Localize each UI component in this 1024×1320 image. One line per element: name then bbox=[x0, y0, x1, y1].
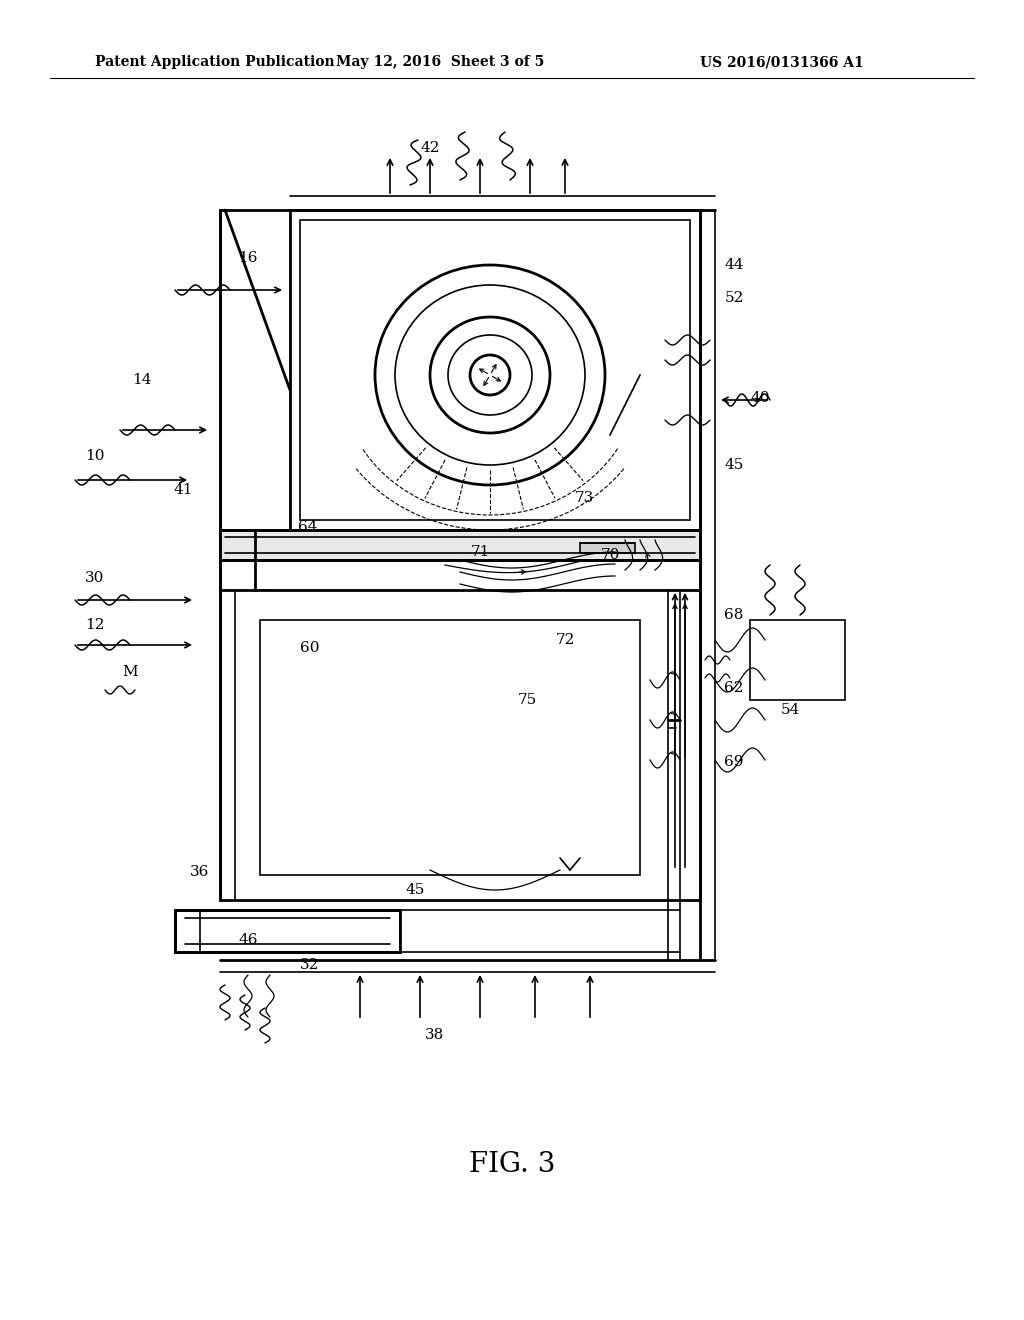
Text: US 2016/0131366 A1: US 2016/0131366 A1 bbox=[700, 55, 864, 69]
Text: 71: 71 bbox=[470, 545, 489, 558]
Bar bbox=[290, 210, 700, 531]
Bar bbox=[220, 590, 700, 900]
Text: 40: 40 bbox=[751, 391, 770, 405]
Bar bbox=[220, 531, 700, 560]
Text: 62: 62 bbox=[724, 681, 743, 696]
Text: 52: 52 bbox=[724, 290, 743, 305]
Text: 10: 10 bbox=[85, 449, 104, 463]
Text: May 12, 2016  Sheet 3 of 5: May 12, 2016 Sheet 3 of 5 bbox=[336, 55, 544, 69]
Text: 68: 68 bbox=[724, 609, 743, 622]
Text: 75: 75 bbox=[517, 693, 537, 708]
Text: 60: 60 bbox=[300, 642, 319, 655]
Text: 36: 36 bbox=[190, 865, 210, 879]
Text: Patent Application Publication: Patent Application Publication bbox=[95, 55, 335, 69]
Bar bbox=[750, 620, 845, 700]
Text: 54: 54 bbox=[780, 704, 800, 717]
Text: 41: 41 bbox=[173, 483, 193, 498]
Text: 16: 16 bbox=[239, 251, 258, 265]
Bar bbox=[300, 220, 690, 520]
Text: M: M bbox=[122, 665, 138, 678]
Text: FIG. 3: FIG. 3 bbox=[469, 1151, 555, 1179]
Text: 42: 42 bbox=[420, 141, 439, 154]
Text: 44: 44 bbox=[724, 257, 743, 272]
Text: 14: 14 bbox=[132, 374, 152, 387]
Text: 72: 72 bbox=[555, 634, 574, 647]
Text: 46: 46 bbox=[239, 933, 258, 946]
Bar bbox=[175, 909, 400, 952]
Text: 32: 32 bbox=[300, 958, 319, 972]
Text: 64: 64 bbox=[298, 520, 317, 535]
Bar bbox=[260, 620, 640, 875]
Text: 73: 73 bbox=[574, 491, 594, 506]
Text: 45: 45 bbox=[406, 883, 425, 898]
Text: 38: 38 bbox=[425, 1028, 444, 1041]
Text: 70: 70 bbox=[600, 548, 620, 562]
Text: 45: 45 bbox=[724, 458, 743, 473]
Text: 30: 30 bbox=[85, 572, 104, 585]
Bar bbox=[580, 543, 635, 553]
Text: 69: 69 bbox=[724, 755, 743, 770]
Text: 12: 12 bbox=[85, 618, 104, 632]
